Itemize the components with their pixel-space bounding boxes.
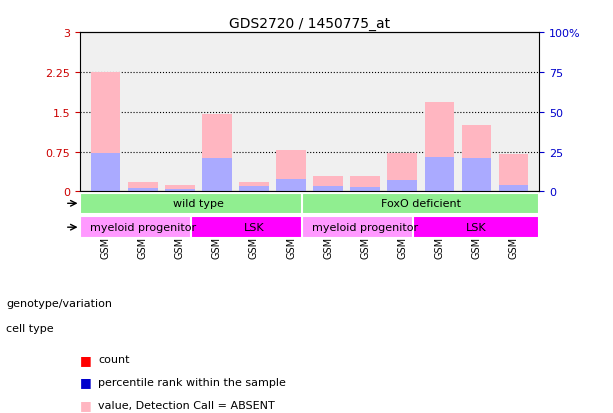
Bar <box>165 190 195 192</box>
Title: GDS2720 / 1450775_at: GDS2720 / 1450775_at <box>229 17 390 31</box>
Text: ■: ■ <box>80 398 91 411</box>
Bar <box>276 151 306 192</box>
Text: wild type: wild type <box>173 199 224 209</box>
Bar <box>387 180 417 192</box>
FancyBboxPatch shape <box>80 193 317 214</box>
Bar <box>313 177 343 192</box>
Bar <box>425 157 454 192</box>
Bar <box>425 103 454 192</box>
Text: myeloid progenitor: myeloid progenitor <box>312 223 418 233</box>
Bar <box>128 183 158 192</box>
Text: FoxO deficient: FoxO deficient <box>381 199 461 209</box>
Text: cell type: cell type <box>6 323 54 333</box>
Bar <box>276 179 306 192</box>
Bar <box>239 183 268 192</box>
FancyBboxPatch shape <box>302 193 539 214</box>
Bar <box>351 187 380 192</box>
Text: LSK: LSK <box>243 223 264 233</box>
FancyBboxPatch shape <box>80 217 206 238</box>
Bar <box>91 154 121 192</box>
Bar <box>313 187 343 192</box>
Bar <box>387 154 417 192</box>
Bar <box>462 126 491 192</box>
Bar <box>91 73 121 192</box>
Bar <box>498 185 528 192</box>
Text: count: count <box>98 354 129 364</box>
Text: percentile rank within the sample: percentile rank within the sample <box>98 377 286 387</box>
Bar <box>462 159 491 192</box>
Text: ■: ■ <box>80 353 91 366</box>
Text: genotype/variation: genotype/variation <box>6 299 112 309</box>
Text: value, Detection Call = ABSENT: value, Detection Call = ABSENT <box>98 400 275 410</box>
Bar <box>498 155 528 192</box>
Bar <box>202 115 232 192</box>
Bar <box>165 185 195 192</box>
Bar <box>128 188 158 192</box>
FancyBboxPatch shape <box>191 217 317 238</box>
FancyBboxPatch shape <box>413 217 539 238</box>
Bar <box>202 159 232 192</box>
Text: LSK: LSK <box>466 223 487 233</box>
Bar <box>351 177 380 192</box>
FancyBboxPatch shape <box>302 217 428 238</box>
Text: myeloid progenitor: myeloid progenitor <box>89 223 196 233</box>
Text: ■: ■ <box>80 375 91 389</box>
Bar <box>239 187 268 192</box>
